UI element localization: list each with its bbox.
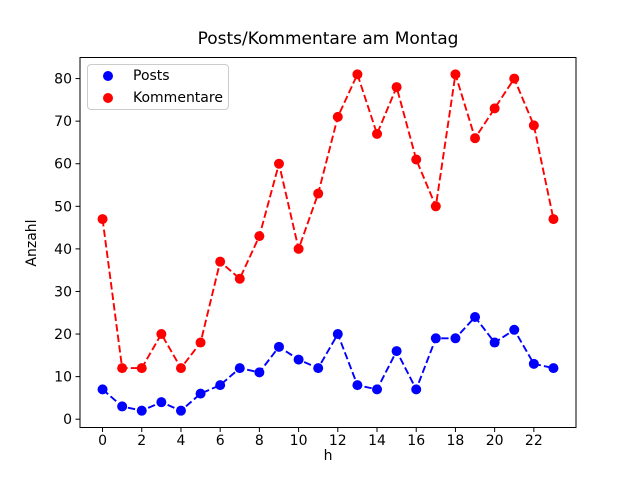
x-tick-label: 12 (329, 433, 347, 449)
legend-label-posts: Posts (133, 68, 170, 84)
data-point-posts (411, 384, 422, 395)
data-point-posts (293, 354, 304, 365)
data-point-posts (391, 346, 402, 357)
data-point-posts (254, 367, 265, 378)
x-tick-label: 14 (368, 433, 386, 449)
data-point-kommentare (528, 120, 539, 131)
data-point-kommentare (293, 243, 304, 254)
data-point-kommentare (489, 103, 500, 114)
legend-marker-posts-icon (103, 71, 113, 81)
y-tick-label: 0 (63, 412, 72, 428)
data-point-posts (430, 333, 441, 344)
data-point-kommentare (156, 329, 167, 340)
data-point-kommentare (470, 133, 481, 144)
data-point-kommentare (372, 128, 383, 139)
data-point-kommentare (117, 363, 128, 374)
x-axis-label: h (323, 448, 333, 464)
data-point-kommentare (430, 201, 441, 212)
data-point-posts (97, 384, 108, 395)
data-point-kommentare (175, 363, 186, 374)
y-tick-label: 40 (54, 242, 72, 258)
data-point-posts (215, 380, 226, 391)
y-tick-label: 50 (54, 199, 72, 215)
data-point-posts (136, 405, 147, 416)
y-tick-label: 60 (54, 157, 72, 173)
x-tick-label: 20 (486, 433, 504, 449)
data-point-posts (489, 337, 500, 348)
data-point-kommentare (332, 111, 343, 122)
data-point-posts (332, 329, 343, 340)
data-point-kommentare (97, 214, 108, 225)
x-tick-label: 16 (407, 433, 425, 449)
data-point-posts (234, 363, 245, 374)
data-point-posts (156, 397, 167, 408)
data-point-kommentare (136, 363, 147, 374)
data-point-kommentare (254, 231, 265, 242)
data-point-kommentare (234, 273, 245, 284)
data-point-posts (352, 380, 363, 391)
data-point-posts (117, 401, 128, 412)
data-point-posts (548, 363, 559, 374)
legend-item-posts: Posts (88, 65, 228, 87)
x-tick-label: 2 (137, 433, 146, 449)
data-point-posts (372, 384, 383, 395)
data-point-posts (273, 341, 284, 352)
x-tick-label: 8 (255, 433, 264, 449)
data-point-posts (509, 324, 520, 335)
data-point-kommentare (195, 337, 206, 348)
axes-frame (79, 57, 577, 428)
y-tick-label: 80 (54, 72, 72, 88)
legend-item-kommentare: Kommentare (88, 87, 228, 109)
x-tick-label: 22 (525, 433, 543, 449)
x-tick-label: 18 (447, 433, 465, 449)
y-axis-label: Anzahl (24, 219, 40, 267)
data-point-posts (528, 358, 539, 369)
y-tick-label: 10 (54, 370, 72, 386)
data-point-kommentare (391, 82, 402, 93)
x-tick-label: 10 (290, 433, 308, 449)
data-point-kommentare (313, 188, 324, 199)
data-point-kommentare (215, 256, 226, 267)
y-tick-label: 30 (54, 284, 72, 300)
legend-label-kommentare: Kommentare (133, 90, 223, 106)
data-point-kommentare (352, 69, 363, 80)
data-point-posts (313, 363, 324, 374)
chart-title: Posts/Kommentare am Montag (197, 29, 459, 49)
data-point-kommentare (273, 158, 284, 169)
data-point-kommentare (548, 214, 559, 225)
x-tick-label: 4 (177, 433, 186, 449)
data-point-posts (175, 405, 186, 416)
data-point-kommentare (411, 154, 422, 165)
y-tick-label: 70 (54, 114, 72, 130)
data-point-posts (195, 388, 206, 399)
legend: Posts Kommentare (87, 64, 229, 110)
data-point-kommentare (509, 73, 520, 84)
x-tick-label: 0 (98, 433, 107, 449)
legend-marker-kommentare-icon (103, 93, 113, 103)
data-point-kommentare (450, 69, 461, 80)
x-tick-label: 6 (216, 433, 225, 449)
data-point-posts (450, 333, 461, 344)
data-point-posts (470, 312, 481, 323)
y-tick-label: 20 (54, 327, 72, 343)
